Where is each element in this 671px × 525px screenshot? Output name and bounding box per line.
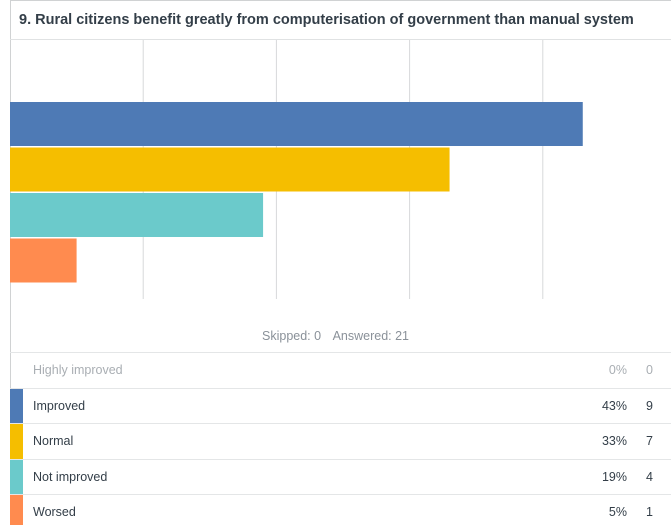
question-title: 9. Rural citizens benefit greatly from c… xyxy=(19,12,634,28)
answer-count: 1 xyxy=(646,505,653,519)
answer-label: Highly improved xyxy=(33,363,123,377)
bar-not-improved xyxy=(10,193,264,237)
answer-count: 4 xyxy=(646,469,653,484)
legend-swatch xyxy=(10,495,23,525)
skipped-count: Skipped: 0 xyxy=(262,329,322,343)
table-row: Highly improved 0% 0 xyxy=(10,353,671,389)
table-row: Normal 33% 7 xyxy=(10,424,671,460)
answer-label: Not improved xyxy=(33,469,108,484)
answer-percent: 0% xyxy=(608,363,627,377)
legend-swatch xyxy=(10,424,23,459)
table-row: Improved 43% 9 xyxy=(10,388,671,424)
bar-improved xyxy=(10,102,583,146)
response-summary: Skipped: 0 Answered: 21 xyxy=(0,329,671,343)
answer-percent: 33% xyxy=(601,434,627,448)
table-row: Worsed 5% 1 xyxy=(10,495,671,525)
answer-label: Normal xyxy=(33,434,74,448)
bar-normal xyxy=(10,147,450,192)
title-divider xyxy=(10,39,671,40)
answer-percent: 19% xyxy=(601,469,627,484)
answer-count: 9 xyxy=(646,398,653,413)
answer-count: 0 xyxy=(646,363,653,377)
answer-percent: 43% xyxy=(601,398,627,413)
answer-count: 7 xyxy=(646,434,653,448)
legend-swatch xyxy=(10,459,23,494)
answer-table: Highly improved 0% 0 Improved 43% 9 Norm… xyxy=(10,352,671,525)
bar-worsed xyxy=(10,238,77,283)
answer-label: Improved xyxy=(33,398,86,413)
legend-swatch xyxy=(10,388,23,423)
answer-percent: 5% xyxy=(608,505,627,519)
answered-count: Answered: 21 xyxy=(332,329,409,343)
answer-label: Worsed xyxy=(33,505,76,519)
bar-chart xyxy=(10,40,583,299)
table-row: Not improved 19% 4 xyxy=(10,459,671,495)
legend-swatch xyxy=(10,353,23,388)
